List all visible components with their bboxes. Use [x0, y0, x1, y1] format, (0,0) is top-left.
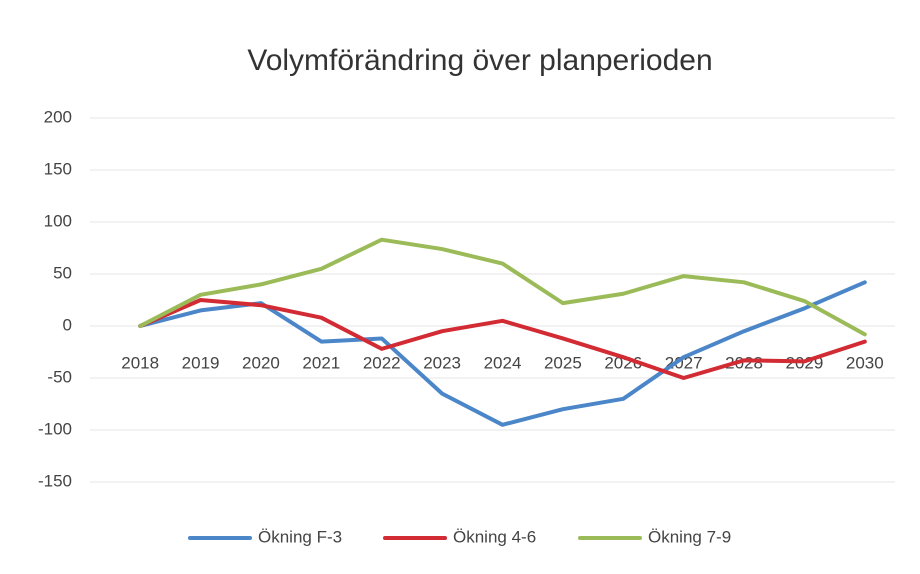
y-tick-label: 150 [44, 159, 72, 178]
series-line [138, 280, 867, 427]
x-tick-label: 2030 [846, 353, 884, 372]
y-tick-label: -100 [38, 419, 72, 438]
x-tick-label: 2028 [725, 353, 763, 372]
x-tick-label: 2018 [121, 353, 159, 372]
y-tick-label: 200 [44, 107, 72, 126]
x-tick-label: 2020 [242, 353, 280, 372]
series-line [138, 298, 867, 380]
x-tick-label: 2026 [604, 353, 642, 372]
x-tick-label: 2019 [182, 353, 220, 372]
x-tick-label: 2025 [544, 353, 582, 372]
y-tick-label: 0 [63, 315, 72, 334]
y-tick-label: -150 [38, 471, 72, 490]
chart-title: Volymförändring över planperioden [247, 44, 712, 77]
x-tick-label: 2023 [423, 353, 461, 372]
y-tick-label: 50 [53, 263, 72, 282]
x-tick-label: 2027 [665, 353, 703, 372]
legend-label: Ökning F-3 [258, 527, 342, 546]
x-tick-label: 2024 [484, 353, 522, 372]
x-tick-label: 2021 [302, 353, 340, 372]
legend-label: Ökning 4-6 [453, 527, 536, 546]
legend-label: Ökning 7-9 [648, 527, 731, 546]
y-tick-label: -50 [47, 367, 72, 386]
y-tick-label: 100 [44, 211, 72, 230]
series-line [138, 237, 867, 337]
x-tick-label: 2022 [363, 353, 401, 372]
